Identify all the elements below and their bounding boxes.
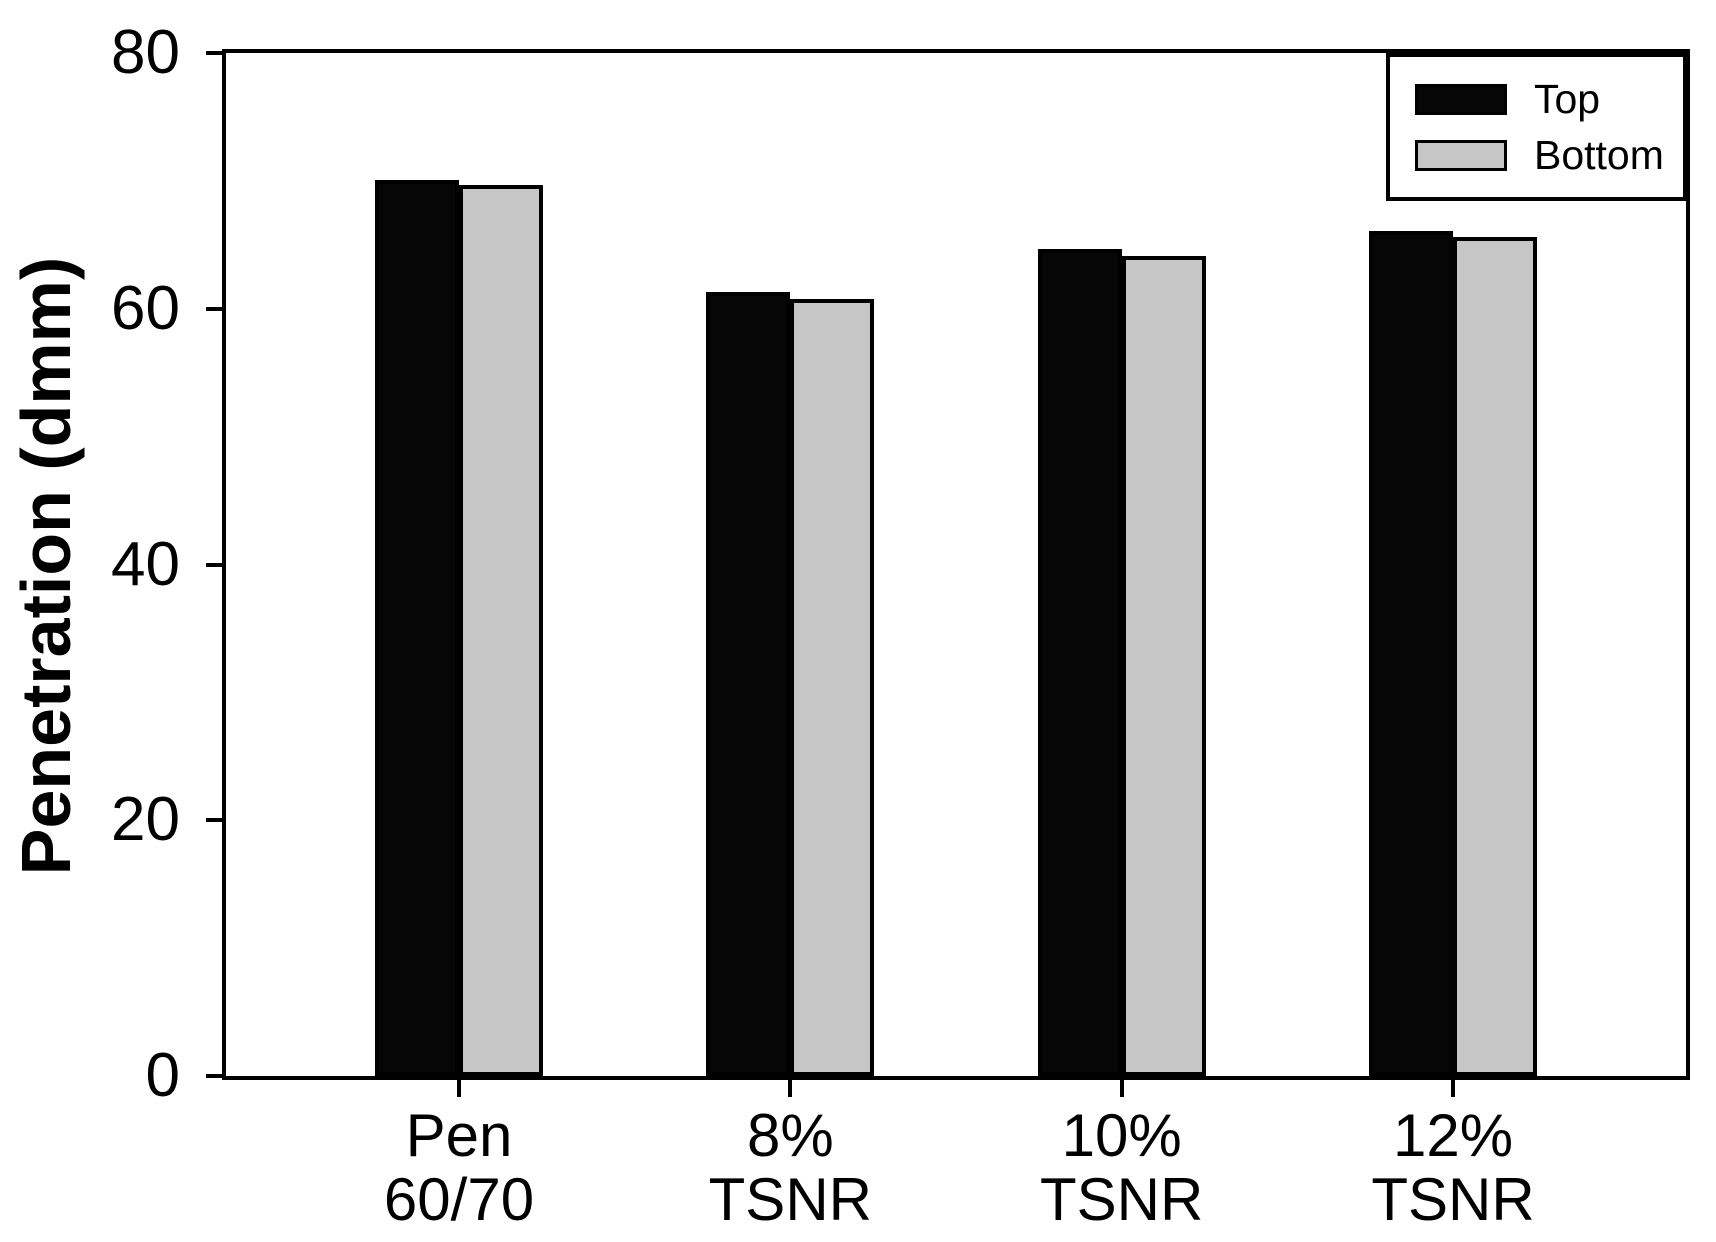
bar-bottom-3 xyxy=(1453,237,1537,1076)
y-axis-tick-0 xyxy=(206,1074,226,1078)
legend-label-top: Top xyxy=(1534,75,1601,122)
bar-top-0 xyxy=(375,180,459,1076)
legend-item-bottom: Bottom xyxy=(1415,131,1683,178)
x-axis-tick-1 xyxy=(788,1080,793,1097)
x-axis-category-label-1: 8% TSNR xyxy=(708,1102,872,1233)
bar-top-3 xyxy=(1369,231,1453,1076)
y-axis-tick-label-80: 80 xyxy=(111,18,180,87)
bar-bottom-0 xyxy=(459,185,543,1076)
y-axis-tick-40 xyxy=(206,562,226,567)
y-axis-tick-label-0: 0 xyxy=(145,1041,180,1110)
legend-label-bottom: Bottom xyxy=(1534,131,1664,178)
x-axis-category-label-0: Pen 60/70 xyxy=(383,1102,535,1233)
y-axis-tick-label-20: 20 xyxy=(111,785,180,855)
y-axis-tick-20 xyxy=(206,818,226,823)
y-axis-tick-80 xyxy=(206,51,226,55)
x-axis-tick-2 xyxy=(1119,1080,1124,1097)
bar-bottom-1 xyxy=(790,299,874,1076)
y-axis-tick-60 xyxy=(206,306,226,311)
y-axis-tick-label-40: 40 xyxy=(111,529,180,599)
legend-swatch-top xyxy=(1415,83,1507,115)
bar-top-1 xyxy=(706,292,790,1076)
x-axis-tick-3 xyxy=(1451,1080,1455,1097)
y-axis-tick-label-60: 60 xyxy=(111,273,180,343)
bar-top-2 xyxy=(1038,249,1122,1076)
x-axis-category-label-3: 12% TSNR xyxy=(1371,1102,1535,1233)
plot-area xyxy=(222,49,1690,1080)
x-axis-tick-0 xyxy=(457,1080,461,1097)
legend-swatch-bottom xyxy=(1415,139,1507,171)
bar-bottom-2 xyxy=(1122,256,1206,1076)
legend: Top Bottom xyxy=(1386,53,1687,201)
x-axis-category-label-2: 10% TSNR xyxy=(1039,1102,1204,1233)
legend-item-top: Top xyxy=(1415,75,1683,122)
